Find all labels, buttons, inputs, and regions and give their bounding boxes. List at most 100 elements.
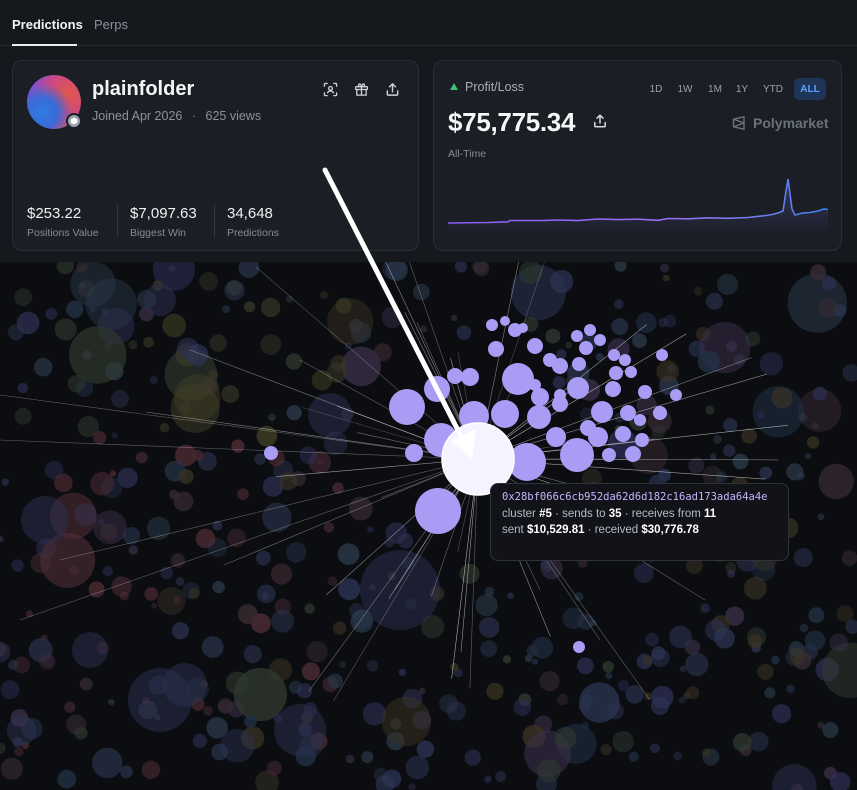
background-node (811, 422, 819, 430)
background-node (759, 352, 783, 376)
cluster-node (264, 446, 278, 460)
cluster-node (461, 368, 479, 386)
background-node (821, 276, 837, 291)
cluster-node (529, 379, 541, 391)
background-node (787, 273, 847, 333)
background-node (614, 262, 627, 272)
background-node (381, 306, 403, 328)
share-icon[interactable] (382, 79, 402, 99)
background-node (544, 565, 552, 573)
cluster-prefix: cluster (502, 508, 540, 520)
background-node (798, 388, 842, 432)
background-node (602, 661, 614, 673)
background-node (757, 663, 774, 681)
background-node (725, 606, 745, 626)
background-node (480, 640, 498, 657)
background-node (663, 314, 677, 328)
background-node (327, 298, 374, 345)
cluster-node (584, 324, 596, 336)
node-tooltip: 0x28bf066c6cb952da62d6d182c16ad173ada64a… (490, 483, 789, 561)
cluster-node (560, 438, 594, 472)
stat-label: Positions Value (27, 227, 99, 239)
profit-loss-card: Profit/Loss 1D 1W 1M 1Y YTD ALL $75,775.… (433, 60, 842, 251)
cluster-node (670, 389, 682, 401)
cluster-node (508, 443, 546, 481)
background-node (241, 726, 265, 750)
range-all-button[interactable]: ALL (794, 78, 826, 100)
range-1w-button[interactable]: 1W (677, 83, 693, 95)
range-1d-button[interactable]: 1D (649, 83, 663, 95)
background-node (274, 704, 326, 756)
background-node (789, 648, 806, 665)
background-node (209, 334, 227, 352)
background-node (237, 488, 249, 500)
cluster-node (527, 405, 551, 429)
range-ytd-button[interactable]: YTD (763, 83, 783, 95)
background-node (757, 412, 764, 419)
background-node (413, 283, 430, 301)
background-node (574, 592, 584, 601)
background-node (459, 563, 480, 584)
background-node (256, 425, 278, 447)
cluster-node (591, 401, 613, 423)
cluster-node (653, 406, 667, 420)
background-node (70, 262, 116, 307)
share-icon[interactable] (592, 113, 610, 131)
background-node (6, 715, 37, 746)
background-node (152, 262, 195, 291)
background-node (580, 407, 593, 421)
background-node (421, 615, 445, 639)
pnl-label: Profit/Loss (465, 80, 525, 94)
background-node (311, 370, 333, 391)
background-node (617, 679, 630, 692)
background-node (163, 663, 207, 707)
range-1y-button[interactable]: 1Y (735, 83, 749, 95)
background-node (320, 291, 329, 300)
background-node (502, 655, 512, 664)
background-node (612, 730, 634, 753)
graph-edge (451, 458, 479, 679)
background-node (11, 559, 24, 572)
background-node (650, 696, 670, 716)
background-node (100, 523, 118, 541)
background-node (0, 680, 20, 700)
cluster-node (638, 385, 652, 399)
wallet-address[interactable]: 0x28bf066c6cb952da62d6d182c16ad173ada64a… (502, 491, 768, 503)
pnl-sparkline[interactable] (448, 169, 828, 231)
background-node (786, 463, 804, 481)
background-node (117, 467, 138, 488)
background-node (262, 476, 284, 497)
background-node (286, 542, 307, 563)
background-node (799, 623, 809, 633)
background-node (565, 341, 573, 349)
background-node (381, 696, 431, 747)
cluster-node (405, 444, 423, 462)
tab-perps[interactable]: Perps (94, 17, 128, 32)
cluster-node (447, 368, 463, 384)
background-node (818, 463, 854, 500)
background-node (822, 642, 857, 699)
background-node (791, 783, 803, 790)
range-1m-button[interactable]: 1M (708, 83, 722, 95)
background-node (416, 740, 434, 758)
background-node (688, 457, 705, 474)
background-node (600, 744, 612, 756)
background-node (764, 687, 776, 699)
background-node (227, 528, 246, 548)
background-node (14, 746, 24, 757)
background-node (67, 375, 86, 393)
gift-icon[interactable] (351, 79, 371, 99)
background-node (651, 646, 666, 661)
background-node (217, 698, 233, 714)
brand-name: Polymarket (753, 115, 829, 131)
background-node (188, 587, 200, 599)
graph-edge (223, 458, 479, 566)
background-node (545, 328, 561, 344)
tab-predictions[interactable]: Predictions (12, 17, 83, 32)
background-node (446, 701, 466, 721)
background-node (337, 543, 360, 566)
scan-icon[interactable] (320, 79, 340, 99)
pnl-area (448, 179, 828, 231)
background-node (669, 625, 692, 649)
background-node (327, 673, 343, 689)
